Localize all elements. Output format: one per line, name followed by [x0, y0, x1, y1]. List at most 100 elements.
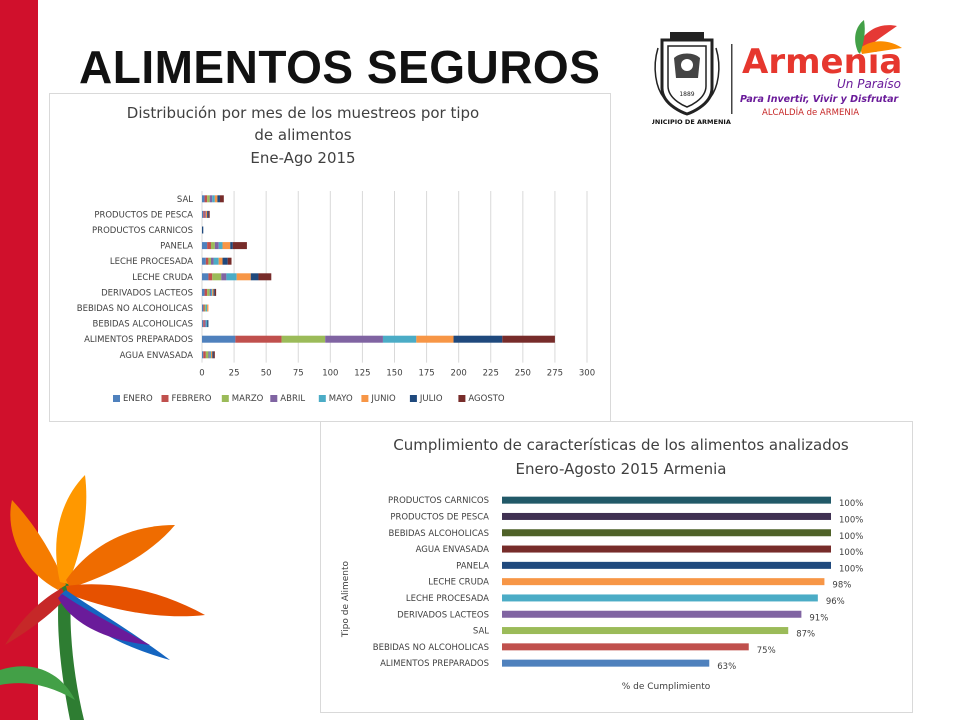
category-label: PRODUCTOS CARNICOS [92, 226, 193, 236]
bar-segment [202, 257, 206, 265]
data-label: 75% [757, 646, 776, 656]
x-tick-label: 150 [386, 369, 402, 379]
bar-segment [219, 195, 224, 203]
bar-segment [205, 210, 208, 218]
legend-label: ABRIL [280, 394, 305, 404]
bar-segment [236, 273, 251, 281]
bar-segment [207, 195, 210, 203]
bar-segment [212, 288, 214, 296]
category-label: LECHE CRUDA [132, 273, 193, 283]
bar-segment [214, 242, 219, 250]
data-label: 100% [839, 548, 863, 558]
bar-segment [222, 242, 231, 250]
bar-segment [250, 273, 259, 281]
chart1-title: Distribución por mes de los muestreos po… [127, 104, 479, 144]
bar-segment [382, 335, 417, 343]
seal-year: 1889 [679, 91, 694, 98]
category-label: SAL [177, 195, 193, 205]
bar-segment [325, 335, 383, 343]
municipal-seal: 1889 MUNICIPIO DE ARMENIA [652, 32, 731, 126]
bar-segment [210, 351, 213, 359]
category-label: SAL [473, 627, 489, 637]
bar-segment [208, 257, 211, 265]
chart1-title-line: Distribución por mes de los muestreos po… [127, 104, 479, 122]
bar-segment [230, 242, 233, 250]
legend-label: JULIO [419, 394, 443, 404]
legend-swatch [221, 395, 229, 402]
category-label: PANELA [160, 242, 193, 252]
bar-segment [203, 351, 206, 359]
bar-segment [210, 288, 213, 296]
category-label: AGUA ENVASADA [120, 351, 194, 361]
x-tick-label: 225 [483, 369, 499, 379]
bar-segment [202, 226, 204, 234]
compliance-bar [502, 627, 789, 635]
category-label: PANELA [456, 561, 489, 571]
bar-segment [204, 210, 206, 218]
brand-tagline: Un Paraíso [837, 77, 901, 91]
legend-label: AGOSTO [468, 394, 505, 404]
category-label: DERIVADOS LACTEOS [101, 288, 193, 298]
chart-panel-monthly-samples: Distribución por mes de los muestreos po… [49, 93, 611, 422]
legend-label: ENERO [123, 394, 153, 404]
x-tick-label: 25 [229, 369, 240, 379]
bar-segment [209, 351, 211, 359]
data-label: 91% [809, 613, 828, 623]
legend-label: MAYO [329, 394, 353, 404]
bar-segment [416, 335, 454, 343]
brand-slogan: Para Invertir, Vivir y Disfrutar [740, 94, 900, 105]
bar-segment [453, 335, 503, 343]
x-tick-label: 125 [354, 369, 370, 379]
bird-of-paradise-flower-graphic [0, 475, 205, 720]
category-label: PRODUCTOS CARNICOS [388, 496, 489, 506]
category-label: BEBIDAS ALCOHOLICAS [389, 529, 490, 539]
x-tick-label: 100 [322, 369, 338, 379]
bar-segment [202, 320, 204, 328]
bar-segment [213, 288, 215, 296]
category-label: LECHE PROCESADA [406, 594, 489, 604]
category-label: BEBIDAS NO ALCOHOLICAS [77, 304, 193, 314]
compliance-bar [502, 561, 831, 569]
chart2-title: Cumplimiento de características de los a… [393, 436, 849, 454]
category-label: BEBIDAS NO ALCOHOLICAS [373, 643, 489, 653]
bar-segment [213, 351, 215, 359]
bar-segment [208, 351, 210, 359]
bar-segment [221, 273, 227, 281]
bar-segment [204, 304, 206, 312]
category-label: PRODUCTOS DE PESCA [94, 210, 193, 220]
legend-label: MARZO [232, 394, 264, 404]
bar-segment [207, 320, 209, 328]
bar-segment [218, 257, 223, 265]
bar-segment [222, 257, 228, 265]
slide-title: ALIMENTOS SEGUROS [79, 41, 601, 93]
legend-swatch [318, 395, 326, 402]
legend-swatch [270, 395, 278, 402]
bar-segment [207, 242, 211, 250]
bar-segment [202, 242, 208, 250]
legend-swatch [458, 395, 466, 402]
data-label: 100% [839, 532, 863, 542]
bar-segment [214, 288, 217, 296]
bar-segment [203, 320, 205, 328]
bar-segment [209, 195, 213, 203]
chart2-subtitle: Enero-Agosto 2015 Armenia [515, 460, 726, 478]
compliance-bar [502, 610, 802, 618]
compliance-bar [502, 512, 831, 520]
bar-segment [205, 257, 209, 265]
bar-segment [202, 351, 204, 359]
category-label: ALIMENTOS PREPARADOS [380, 659, 489, 669]
category-label: LECHE CRUDA [428, 578, 489, 588]
legend-swatch [409, 395, 417, 402]
compliance-bar [502, 643, 749, 651]
chart2-ylabel: Tipo de Alimento [341, 560, 351, 638]
bar-segment [502, 335, 555, 343]
data-label: 96% [826, 597, 845, 607]
bar-segment [203, 304, 205, 312]
bar-segment [232, 242, 247, 250]
x-tick-label: 200 [451, 369, 467, 379]
bar-segment [204, 195, 208, 203]
category-label: ALIMENTOS PREPARADOS [84, 335, 193, 345]
alcaldia-armenia-logos: 1889 MUNICIPIO DE ARMENIA Armenia Un Par… [652, 20, 902, 126]
bar-segment [258, 273, 272, 281]
bar-segment [205, 304, 208, 312]
